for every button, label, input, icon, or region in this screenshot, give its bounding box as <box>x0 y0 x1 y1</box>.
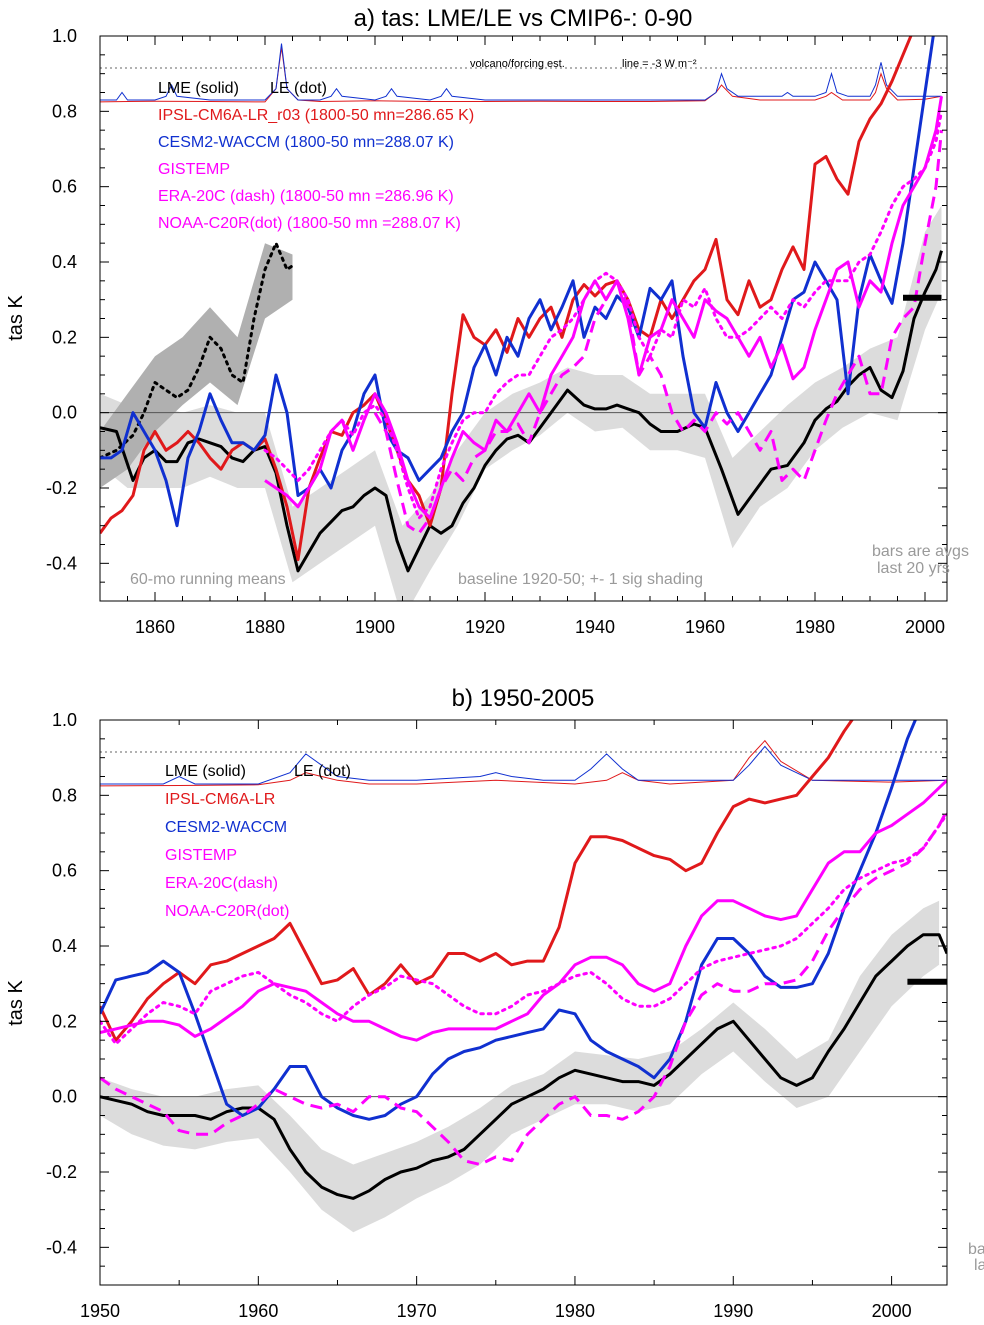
panel-b-legend-ipsl: IPSL-CM6A-LR <box>165 791 275 808</box>
y-tick-label: -0.2 <box>46 478 77 498</box>
panel-a-legend-lme: LME (solid) <box>158 80 239 97</box>
y-tick-label: 0.4 <box>52 936 77 956</box>
y-tick-label: -0.4 <box>46 1237 77 1257</box>
panel-a-series-lme <box>100 250 943 573</box>
panel-a-title: a) tas: LME/LE vs CMIP6-: 0-90 <box>354 5 693 32</box>
panel-b-cesm-forcing <box>100 745 947 785</box>
y-tick-label: -0.4 <box>46 553 77 573</box>
panel-a-bars-note-2: last 20 yrs <box>877 560 950 577</box>
x-tick-label: 1950 <box>80 1301 120 1321</box>
x-tick-label: 1860 <box>135 617 175 637</box>
panel-a-legend-ipsl: IPSL-CM6A-LR_r03 (1800-50 mn=286.65 K) <box>158 107 474 124</box>
panel-b-legend-noaa: NOAA-C20R(dot) <box>165 903 289 920</box>
x-tick-label: 2000 <box>905 617 945 637</box>
panel-a-legend-le: LE (dot) <box>270 80 327 97</box>
y-tick-label: 0.2 <box>52 1011 77 1031</box>
x-tick-label: 1900 <box>355 617 395 637</box>
panel-b-series-gistemp <box>100 779 947 1042</box>
panel-a-bars-note-1: bars are avgs <box>872 543 969 560</box>
panel-a-series-era-20c <box>373 130 943 535</box>
panel-a-cesm-forcing <box>100 43 942 101</box>
panel-a-band-le-1-sig <box>100 243 293 488</box>
x-tick-label: 1960 <box>238 1301 278 1321</box>
panel-b-series-noaa-c20r <box>100 812 947 1046</box>
panel-b-legend-le: LE (dot) <box>294 763 351 780</box>
panel-b-legend-cesm: CESM2-WACCM <box>165 819 287 836</box>
y-tick-label: 0.0 <box>52 403 77 423</box>
y-tick-label: 1.0 <box>52 710 77 730</box>
panel-b-series-ipsl-cm6a-lr <box>100 720 854 1042</box>
x-tick-label: 1880 <box>245 617 285 637</box>
y-tick-label: 0.8 <box>52 101 77 121</box>
panel-a-forcing-label: volcano/forcing est. <box>470 58 565 70</box>
x-tick-label: 1980 <box>555 1301 595 1321</box>
panel-b-legend-lme: LME (solid) <box>165 763 246 780</box>
x-tick-label: 1920 <box>465 617 505 637</box>
y-tick-label: 0.4 <box>52 252 77 272</box>
panel-b-bars-note-2: la <box>974 1257 984 1274</box>
panel-a-legend-noaa: NOAA-C20R(dot) (1800-50 mn =288.07 K) <box>158 215 461 232</box>
x-tick-label: 1940 <box>575 617 615 637</box>
y-tick-label: 0.6 <box>52 177 77 197</box>
y-tick-label: 0.0 <box>52 1087 77 1107</box>
y-tick-label: -0.2 <box>46 1162 77 1182</box>
panel-a-series-gistemp <box>264 96 943 520</box>
panel-b-ipsl-forcing <box>100 739 947 787</box>
panel-a: 1860 1880 1900 1920 1940 1960 1980 2000 1.0 0.8 0.… <box>5 5 969 637</box>
panel-a-legend-era20c: ERA-20C (dash) (1800-50 mn =286.96 K) <box>158 188 454 205</box>
panel-a-running-note: 60-mo running means <box>130 571 286 588</box>
panel-b-ylabel: tas K <box>5 980 27 1026</box>
panel-a-series-noaa-c20r <box>263 109 943 520</box>
panel-a-ylabel: tas K <box>5 295 27 341</box>
y-tick-label: 1.0 <box>52 26 77 46</box>
x-tick-label: 1980 <box>795 617 835 637</box>
x-tick-label: 1970 <box>397 1301 437 1321</box>
panel-a-series-cesm2-waccm <box>100 36 935 528</box>
panel-a-series-ipsl-cm6a-lr <box>100 36 913 562</box>
panel-b-legend-era20c: ERA-20C(dash) <box>165 875 278 892</box>
y-tick-label: 0.6 <box>52 861 77 881</box>
panel-b-bars-note-1: ba <box>968 1241 984 1258</box>
panel-b-title: b) 1950-2005 <box>452 685 595 712</box>
panel-a-legend-cesm: CESM2-WACCM (1800-50 mn=288.07 K) <box>158 134 454 151</box>
panel-a-series-le <box>100 241 294 460</box>
panel-b-series-cesm2-waccm <box>100 720 917 1121</box>
panel-b-series-lme <box>100 933 947 1200</box>
y-tick-label: 0.8 <box>52 785 77 805</box>
y-tick-label: 0.2 <box>52 327 77 347</box>
panel-b-band-lme-1-sig <box>100 900 940 1233</box>
panel-a-baseline-note: baseline 1920-50; +- 1 sig shading <box>458 571 703 588</box>
panel-b: 1950 1960 1970 1980 1990 2000 1.0 0.8 0.6 0.4 0.2 0… <box>5 685 984 1321</box>
panel-a-legend-gistemp: GISTEMP <box>158 161 230 178</box>
panel-a-band-lme-1-sig <box>100 205 942 601</box>
x-tick-label: 2000 <box>872 1301 912 1321</box>
panel-a-forcing-line-label: line = -3 W m⁻² <box>622 58 697 70</box>
panel-b-legend-gistemp: GISTEMP <box>165 847 237 864</box>
x-tick-label: 1960 <box>685 617 725 637</box>
panel-b-series-era-20c <box>100 809 947 1166</box>
x-tick-label: 1990 <box>713 1301 753 1321</box>
